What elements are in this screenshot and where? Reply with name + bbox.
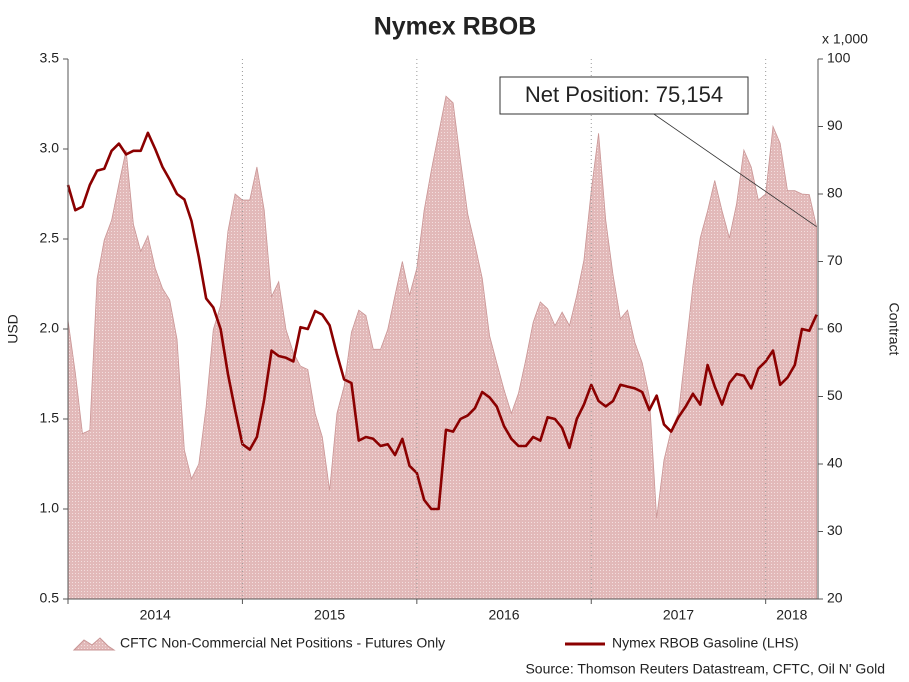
annotation: Net Position: 75,154 [525, 82, 723, 107]
annotation-leader [647, 109, 817, 228]
y2-tick-label: 50 [827, 387, 843, 403]
chart-title: Nymex RBOB [374, 13, 537, 41]
legend-swatch-area [72, 637, 116, 651]
y2-tick-label: 80 [827, 185, 843, 201]
y2-tick-label: 30 [827, 522, 843, 538]
y2-unit: x 1,000 [822, 31, 868, 47]
y2-tick-label: 20 [827, 590, 843, 606]
y2-tick-label: 40 [827, 455, 843, 471]
y-tick-label: 0.5 [40, 590, 60, 606]
y2-axis-label: Contract [886, 303, 902, 356]
y2-tick-label: 90 [827, 117, 843, 133]
y-tick-label: 3.5 [40, 50, 60, 66]
x-tick-label: 2014 [140, 607, 171, 623]
y2-tick-label: 70 [827, 252, 843, 268]
y-tick-label: 1.5 [40, 410, 60, 426]
y-tick-label: 3.0 [40, 140, 60, 156]
y-axis-label: USD [5, 314, 21, 344]
x-tick-label: 2016 [488, 607, 519, 623]
x-tick-label: 2015 [314, 607, 345, 623]
y-tick-label: 2.0 [40, 320, 60, 336]
legend-label: Nymex RBOB Gasoline (LHS) [612, 635, 799, 651]
plot [66, 95, 818, 600]
legend-label: CFTC Non-Commercial Net Positions - Futu… [120, 635, 445, 651]
source: Source: Thomson Reuters Datastream, CFTC… [525, 661, 885, 677]
x-tick-label: 2018 [776, 607, 807, 623]
y-tick-label: 2.5 [40, 230, 60, 246]
area [67, 95, 818, 600]
y-tick-label: 1.0 [40, 500, 60, 516]
y2-tick-label: 100 [827, 50, 851, 66]
x-tick-label: 2017 [663, 607, 694, 623]
annotation-box [499, 76, 749, 115]
y2-tick-label: 60 [827, 320, 843, 336]
line [66, 131, 818, 511]
